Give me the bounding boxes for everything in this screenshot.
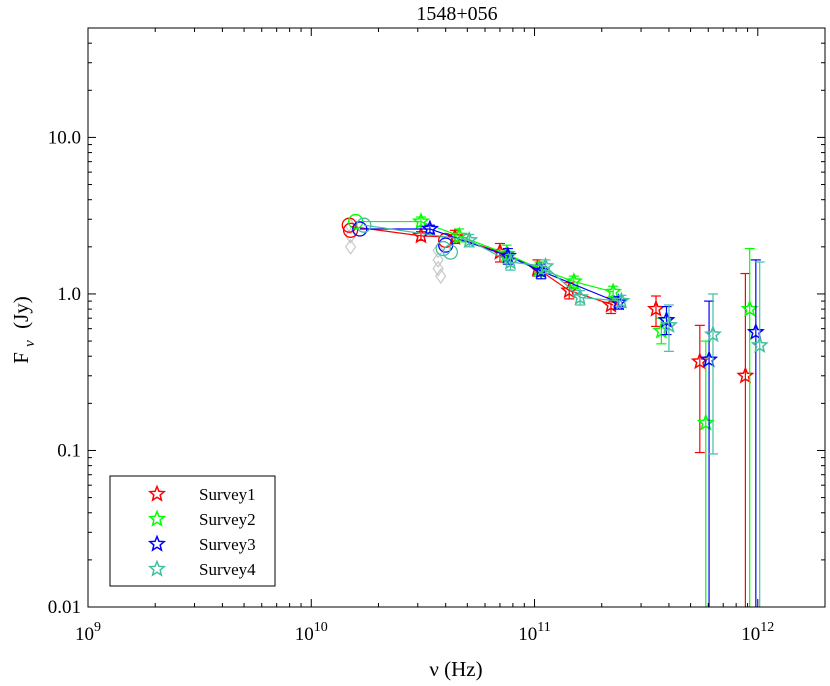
y-tick-label: 1.0 [57,284,81,305]
x-tick-label-base: 10 [295,624,314,645]
x-axis-label-text: ν (Hz) [429,657,482,681]
circle-point [352,221,368,237]
circle-point [442,244,459,260]
y-axis-label-main: F [9,352,33,364]
y-tick-label: 0.01 [48,597,81,618]
star-point [746,322,765,340]
x-tick-label: 1012 [741,620,774,645]
star-point [612,291,631,309]
x-tick-label: 1011 [518,620,550,645]
circle-point [435,240,451,257]
reference-diamond [432,242,444,259]
star-point [646,299,666,317]
series-survey4 [356,217,769,607]
star-point [497,244,516,262]
x-axis-label: ν (Hz) [429,657,482,681]
y-axis-label-sub: ν [22,340,38,347]
circle-point [347,213,364,230]
x-tick-label-exponent: 10 [314,620,328,635]
legend: Survey1 Survey2 Survey3 Survey4 [109,475,276,587]
star-point [460,230,479,249]
star-point [696,413,715,431]
legend-marker [147,509,167,527]
star-point [411,212,431,230]
x-tick-label-base: 10 [741,624,760,645]
series-line [363,224,622,302]
x-tick-label: 109 [75,620,101,645]
series-layer [341,212,769,607]
x-tick-label-exponent: 11 [537,620,550,635]
star-point [736,366,755,384]
star-point [420,219,439,237]
star-point [700,350,719,368]
y-tick-label: 10.0 [48,127,81,148]
legend-label: Survey2 [199,510,256,529]
plot-frame [87,27,826,608]
y-tick-label: 0.1 [57,440,81,461]
star-point [659,315,678,334]
star-point [703,325,723,343]
chart-title: 1548+056 [416,3,497,25]
x-tick-label-base: 10 [518,624,537,645]
reference-diamond [432,260,444,277]
legend-box [109,475,276,587]
star-point [532,261,551,279]
legend-label: Survey3 [199,535,256,554]
legend-label: Survey1 [199,485,256,504]
legend-marker [147,484,167,502]
y-axis-label-unit: (Jy) [9,296,33,329]
reference-diamond [344,238,357,255]
legend-label: Survey4 [199,560,256,579]
y-axis-label-text: F ν (Jy) [9,296,39,364]
legend-marker [147,559,167,577]
star-point [571,287,590,306]
legend-marker [147,534,167,552]
x-tick-label-exponent: 12 [760,620,774,635]
star-point [750,335,769,353]
x-tick-label-base: 10 [75,624,94,645]
star-point [604,282,623,300]
star-point [740,299,759,317]
circle-point [342,222,359,238]
star-point [501,252,520,270]
circle-point [356,217,372,233]
x-tick-label: 1010 [295,620,328,645]
reference-diamond [435,268,447,285]
y-axis-label: F ν (Jy) [9,296,39,364]
reference-diamond [432,251,444,268]
star-point [536,256,555,275]
star-point [601,295,621,313]
series-survey2 [347,212,759,607]
x-tick-label-exponent: 9 [94,620,101,635]
